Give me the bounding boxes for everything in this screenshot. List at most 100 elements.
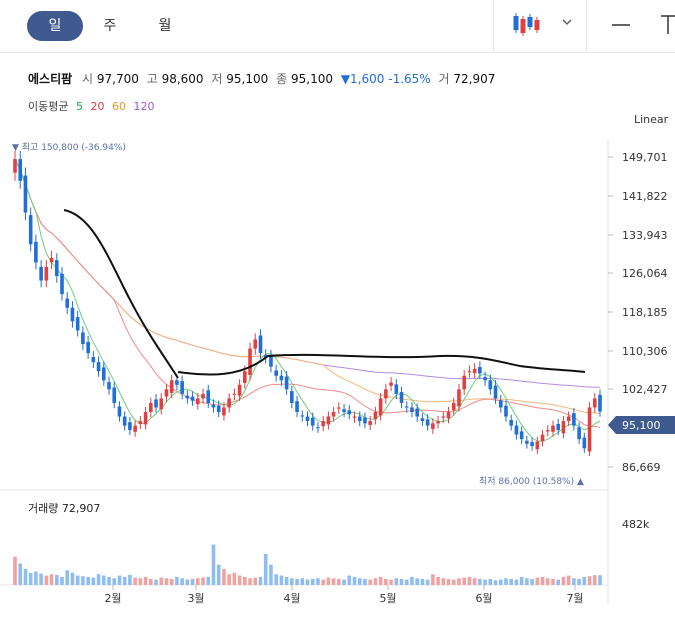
volume-bar — [592, 575, 597, 585]
volume-bar — [128, 574, 132, 585]
ma-5-line — [14, 158, 601, 442]
volume-bar — [300, 578, 305, 585]
volume-bar — [519, 576, 524, 585]
volume-bar — [86, 576, 90, 585]
candle-body — [117, 406, 122, 417]
candle-body — [478, 367, 482, 374]
min-price-marker: 최저 86,000 (10.58%) ▲ — [479, 476, 584, 487]
stock-name: 에스티팜 — [28, 72, 73, 86]
candle-body — [300, 415, 305, 417]
candle-body — [316, 427, 320, 429]
volume-bar — [143, 576, 148, 585]
volume-bar — [556, 579, 561, 585]
max-price-marker: ▼ 최고 150,800 (-36.94%) — [12, 142, 126, 153]
candle-body — [488, 380, 493, 390]
candle-body — [389, 382, 393, 386]
volume-label: 거 — [438, 72, 450, 86]
candle-body — [290, 391, 294, 403]
candle-body — [467, 371, 472, 373]
y-tick-label: 118,185 — [622, 306, 668, 319]
candle-body — [295, 401, 299, 412]
y-tick-label: 141,822 — [622, 190, 668, 203]
volume-bar — [49, 574, 54, 585]
volume-bar — [310, 578, 315, 585]
candle-body — [201, 393, 205, 399]
volume-bar — [201, 577, 205, 585]
candle-body — [138, 421, 143, 424]
volume-bar — [243, 576, 247, 585]
candle-body — [337, 407, 341, 409]
volume-bar — [420, 578, 425, 585]
candle-body — [258, 335, 263, 354]
zoom-in-button[interactable] — [645, 0, 675, 52]
volume-bar — [154, 579, 158, 585]
candle-body — [436, 421, 440, 424]
volume-bar — [112, 578, 117, 585]
tab-month[interactable]: 월 — [158, 18, 172, 34]
volume-bar — [159, 577, 164, 585]
low-label: 저 — [211, 72, 223, 86]
volume-value: 72,907 — [453, 72, 496, 86]
candle-body — [196, 398, 200, 405]
volume-bar — [316, 578, 320, 585]
candle-body — [431, 423, 435, 429]
x-tick-label: 4월 — [283, 592, 300, 605]
candle-body — [274, 370, 278, 376]
volume-bar — [488, 578, 493, 585]
candle-body — [310, 417, 315, 426]
toolbar-divider — [586, 0, 587, 52]
volume-bar — [326, 577, 331, 585]
volume-bar — [122, 576, 127, 585]
ma-60[interactable]: 60 — [111, 100, 126, 113]
scale-toggle[interactable]: Linear — [634, 113, 669, 126]
candle-body — [446, 412, 451, 419]
y-tick-label: 126,064 — [622, 267, 668, 280]
candle-body — [525, 440, 529, 444]
volume-bar — [290, 578, 294, 585]
change-percent: -1.65% — [388, 72, 431, 86]
volume-bar — [190, 578, 195, 585]
volume-bar — [545, 578, 550, 585]
candle-body — [540, 434, 545, 442]
chart-type-button[interactable] — [494, 0, 586, 52]
volume-bar — [279, 575, 284, 585]
volume-bar — [582, 576, 587, 585]
candle-body — [519, 431, 524, 440]
volume-bar — [577, 578, 581, 585]
chevron-down-icon — [562, 19, 572, 25]
volume-bar — [269, 564, 273, 585]
volume-bar — [65, 570, 70, 585]
volume-bar — [232, 572, 237, 585]
candle-body — [34, 241, 38, 263]
volume-bar — [305, 579, 310, 585]
candle-body — [91, 356, 96, 363]
volume-bar — [457, 578, 461, 585]
candle-body — [28, 215, 33, 245]
zoom-out-button[interactable] — [600, 0, 640, 52]
volume-bar — [540, 576, 545, 585]
volume-bar — [227, 574, 231, 585]
volume-bar — [493, 580, 498, 585]
candle-body — [23, 175, 28, 213]
candle-body — [504, 405, 508, 417]
volume-bar — [321, 579, 325, 585]
candle-body — [451, 402, 456, 411]
candle-body — [70, 307, 75, 322]
ma-120[interactable]: 120 — [133, 100, 155, 113]
volume-bar — [415, 578, 419, 585]
candle-body — [222, 407, 226, 416]
tab-week[interactable]: 주 — [103, 18, 117, 34]
tab-day[interactable]: 일 — [27, 11, 83, 41]
volume-bar — [347, 575, 352, 585]
y-tick-label: 110,306 — [622, 345, 668, 358]
candle-body — [592, 398, 597, 408]
current-price-label: 95,100 — [622, 419, 661, 432]
volume-bar — [117, 575, 122, 585]
x-tick-label: 7월 — [566, 592, 583, 605]
ma-5[interactable]: 5 — [75, 100, 83, 113]
candle-body — [175, 380, 179, 385]
candle-body — [60, 273, 64, 295]
ma-20[interactable]: 20 — [90, 100, 105, 113]
volume-bar — [425, 579, 430, 585]
